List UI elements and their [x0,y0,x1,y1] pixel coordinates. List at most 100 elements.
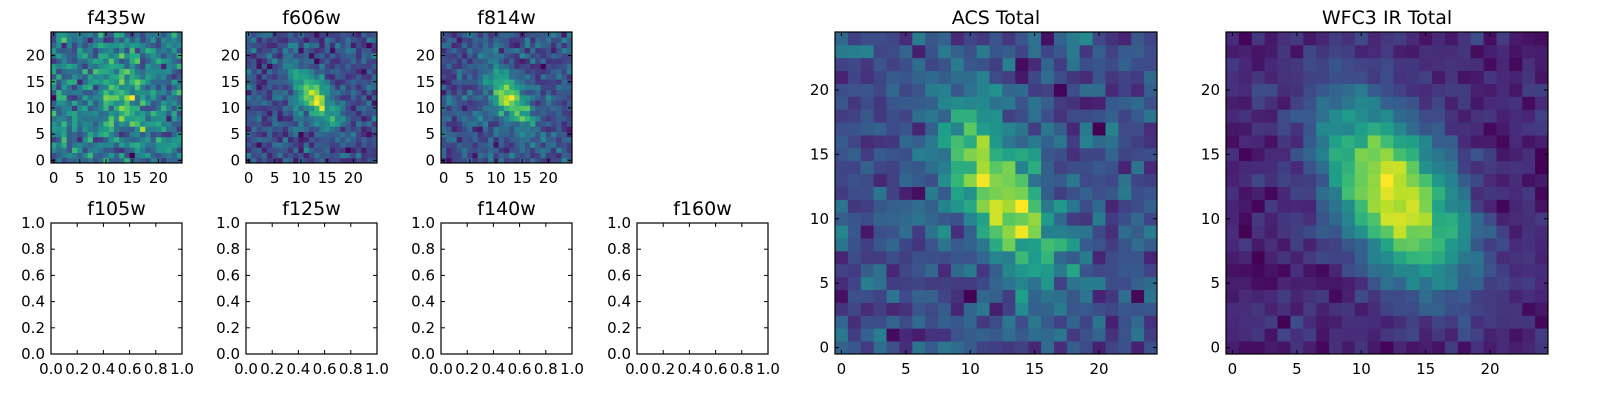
heatmap-cell [561,142,568,148]
heatmap-cell [266,157,273,164]
heatmap-cell [329,37,336,43]
heatmap-cell [124,73,130,80]
heatmap-cell [66,152,73,159]
heatmap-cell [950,212,965,226]
heatmap-cell [556,73,562,80]
heatmap-cell [514,142,520,148]
heatmap-cell [561,115,568,122]
heatmap-cell [477,121,484,127]
panel-title-f814w: f814w [477,7,536,29]
heatmap-cell [303,100,310,106]
heatmap-cell [963,302,978,316]
heatmap-cell [461,47,468,54]
heatmap-cell [912,96,926,110]
heatmap-cell [113,58,120,64]
heatmap-cell [477,105,484,111]
heatmap-cell [56,84,62,91]
heatmap-cell [551,136,557,143]
heatmap-cell [1522,173,1536,187]
heatmap-cell [912,186,926,200]
heatmap-cell [303,121,310,127]
heatmap-cell [477,79,484,85]
heatmap-cell [171,79,178,85]
heatmap-cell [488,105,494,111]
heatmap-cell [319,126,325,132]
heatmap-cell [1406,96,1420,110]
heatmap-cell [509,110,515,117]
heatmap-cell [535,32,541,38]
heatmap-cell [266,42,273,49]
heatmap-cell [1367,32,1381,46]
heatmap-cell [71,52,78,59]
heatmap-cell [1015,83,1029,97]
heatmap-cell [1092,83,1106,97]
heatmap-cell [361,100,367,106]
heatmap-cell [56,115,62,122]
heatmap-cell [524,79,531,85]
heatmap-cell [1251,225,1266,239]
heatmap-cell [1444,96,1459,110]
heatmap-cell [472,126,479,132]
heatmap-cell [509,152,515,159]
heatmap-cell [287,32,294,38]
heatmap-cell [514,32,520,38]
heatmap-cell [319,142,325,148]
heatmap-cell [266,84,273,91]
heatmap-cell [989,199,1003,213]
heatmap-cell [1419,44,1433,59]
heatmap-cell [87,84,94,91]
heatmap-cell [1238,147,1253,162]
heatmap-cell [493,121,500,127]
heatmap-cell [77,110,83,117]
heatmap-cell [860,328,875,342]
heatmap-cell [266,73,273,80]
heatmap-cell [493,94,500,101]
heatmap-cell [82,52,89,59]
heatmap-cell [847,186,862,200]
heatmap-cell [989,147,1003,162]
heatmap-cell [298,79,305,85]
heatmap-cell [519,84,526,91]
heatmap-cell [1092,147,1106,162]
heatmap-cell [1066,315,1081,329]
heatmap-cell [1041,263,1055,278]
heatmap-cell [366,79,373,85]
heatmap-cell [1432,302,1446,316]
heatmap-cell [1144,315,1158,329]
heatmap-cell [56,42,62,49]
heatmap-cell [56,32,62,38]
heatmap-cell [134,110,141,117]
heatmap-cell [886,199,900,213]
heatmap-cell [488,73,494,80]
heatmap-cell [451,136,458,143]
heatmap-cell [171,37,178,43]
heatmap-cell [77,142,83,148]
heatmap-cell [446,152,452,159]
heatmap-cell [1393,250,1407,265]
heatmap-cell [1316,276,1330,290]
heatmap-cell [1131,315,1145,329]
heatmap-cell [335,110,341,117]
heatmap-cell [556,52,562,59]
heatmap-cell [1144,160,1158,175]
heatmap-cell [1226,32,1240,46]
heatmap-cell [340,58,346,64]
heatmap-cell [488,131,494,138]
heatmap-cell [1380,328,1394,342]
heatmap-cell [461,157,468,164]
heatmap-cell [1444,109,1459,123]
heatmap-cell [493,68,500,75]
y-tick-label: 0 [230,151,240,169]
heatmap-cell [477,115,484,122]
heatmap-cell [1483,173,1497,187]
heatmap-cell [1144,263,1158,278]
heatmap-cell [61,121,68,127]
x-tick-label: 0.8 [144,360,168,378]
y-tick-label: 0.6 [411,266,435,284]
heatmap-cell [113,68,120,75]
heatmap-cell [1496,147,1510,162]
heatmap-cell [82,157,89,164]
heatmap-cell [140,32,146,38]
heatmap-cell [467,52,473,59]
heatmap-cell [472,68,479,75]
